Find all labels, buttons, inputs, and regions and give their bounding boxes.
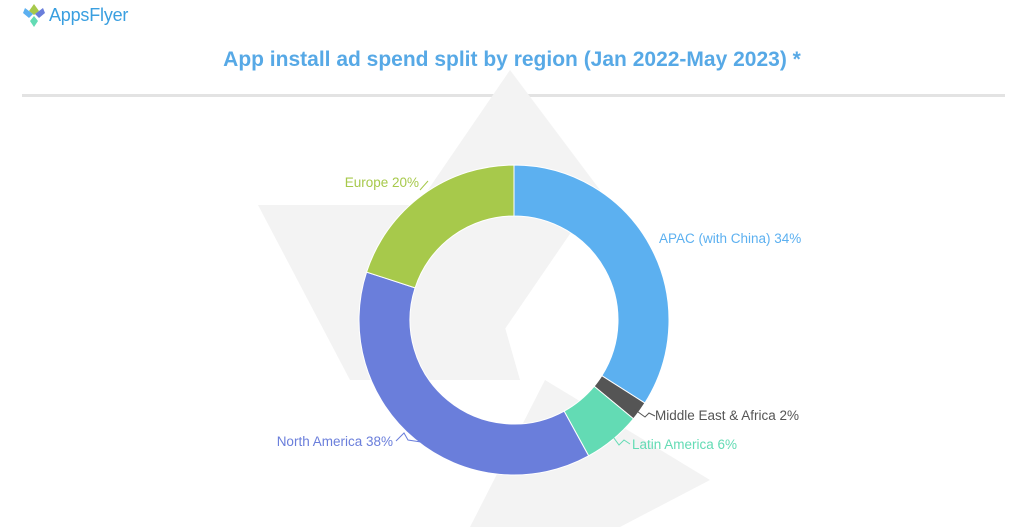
slice-label-1: Middle East & Africa 2% (655, 408, 799, 423)
leader-line-4 (419, 180, 429, 191)
leader-line-3 (395, 432, 422, 443)
leader-line-2 (610, 433, 631, 446)
donut-slice-0 (513, 164, 670, 404)
donut-slice-4 (365, 164, 515, 289)
appsflyer-logo-icon (23, 4, 45, 27)
slice-label-4: Europe 20% (345, 175, 419, 190)
slice-label-2: Latin America 6% (632, 437, 737, 452)
slice-label-0: APAC (with China) 34% (659, 231, 801, 246)
appsflyer-logo: AppsFlyer (22, 2, 128, 28)
appsflyer-logo-text: AppsFlyer (49, 4, 129, 25)
slice-label-3: North America 38% (277, 434, 393, 449)
leader-line-1 (633, 408, 656, 418)
donut-slice-3 (358, 271, 590, 476)
chart-title: App install ad spend split by region (Ja… (223, 48, 801, 71)
